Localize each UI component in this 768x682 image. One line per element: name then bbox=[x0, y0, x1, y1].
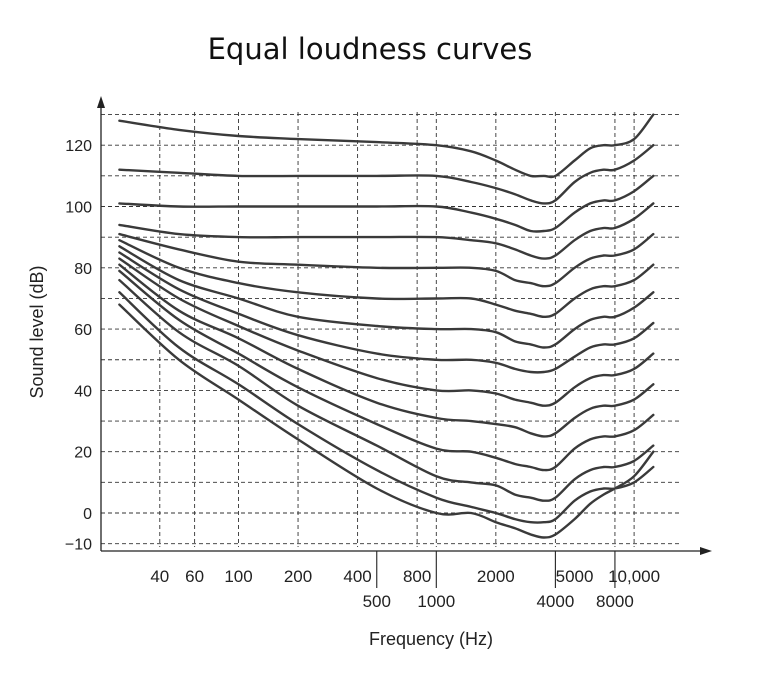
grid-lines bbox=[101, 112, 680, 547]
x-tick-label: 4000 bbox=[536, 592, 574, 611]
y-tick-label: 60 bbox=[74, 322, 92, 339]
loudness-curve-5 bbox=[118, 239, 655, 318]
y-tick-label: 120 bbox=[65, 138, 92, 155]
loudness-curve-13 bbox=[118, 303, 655, 539]
y-axis-label: Sound level (dB) bbox=[27, 265, 47, 398]
x-tick-label: 400 bbox=[343, 567, 371, 586]
y-tick-label: 100 bbox=[65, 200, 92, 217]
loudness-curve-3 bbox=[118, 202, 655, 260]
y-tick-label: −10 bbox=[65, 537, 92, 554]
x-tick-label: 2000 bbox=[477, 567, 515, 586]
x-tick-label: 60 bbox=[185, 567, 204, 586]
y-tick-label: 80 bbox=[74, 261, 92, 278]
x-tick-label: 500 bbox=[363, 592, 391, 611]
loudness-curve-6 bbox=[118, 245, 655, 349]
x-axis-label: Frequency (Hz) bbox=[369, 629, 493, 649]
x-axis-arrow bbox=[700, 547, 712, 555]
loudness-curve-11 bbox=[118, 278, 655, 502]
x-tick-label: 800 bbox=[403, 567, 431, 586]
x-tick-label: 10,000 bbox=[608, 567, 660, 586]
curves bbox=[118, 113, 655, 539]
loudness-curve-1 bbox=[118, 144, 655, 205]
loudness-curve-2 bbox=[118, 174, 655, 233]
loudness-curve-7 bbox=[118, 251, 655, 374]
x-tick-label: 1000 bbox=[417, 592, 455, 611]
loudness-curve-10 bbox=[118, 269, 655, 472]
x-tick-label: 100 bbox=[224, 567, 252, 586]
x-tick-label: 5000 bbox=[556, 567, 594, 586]
axes bbox=[97, 96, 712, 555]
chart-title: Equal loudness curves bbox=[207, 32, 533, 66]
y-tick-label: 40 bbox=[74, 383, 92, 400]
x-tick-label: 40 bbox=[150, 567, 169, 586]
y-tick-label: 0 bbox=[83, 506, 92, 523]
y-axis-arrow bbox=[97, 96, 105, 108]
loudness-curve-4 bbox=[118, 232, 655, 288]
x-tick-label: 8000 bbox=[596, 592, 634, 611]
loudness-curve-12 bbox=[118, 291, 655, 524]
y-tick-label: 20 bbox=[74, 445, 92, 462]
loudness-curve-0 bbox=[118, 113, 655, 179]
loudness-curve-8 bbox=[118, 257, 655, 407]
loudness-curve-9 bbox=[118, 263, 655, 438]
x-tick-label: 200 bbox=[284, 567, 312, 586]
